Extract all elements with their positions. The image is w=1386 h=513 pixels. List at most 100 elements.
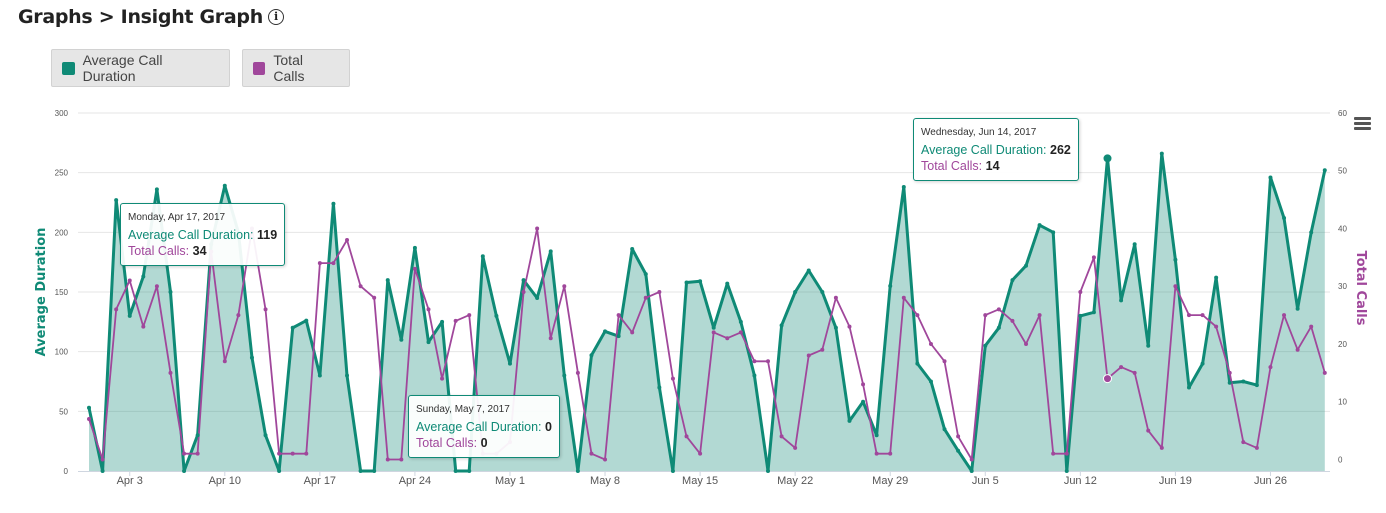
x-tick-label: May 1	[495, 475, 525, 487]
calls-point	[168, 370, 173, 375]
duration-point	[888, 284, 893, 289]
calls-point	[766, 359, 770, 364]
calls-point	[1214, 324, 1219, 329]
left-tick-label: 150	[55, 288, 69, 297]
calls-point	[345, 238, 350, 243]
legend-average-call-duration[interactable]: Average Call Duration	[51, 49, 230, 87]
duration-point	[942, 427, 947, 432]
calls-point	[1024, 341, 1029, 346]
duration-point	[901, 184, 906, 189]
legend-total-calls[interactable]: Total Calls	[242, 49, 350, 87]
duration-point	[1146, 343, 1151, 348]
calls-point	[521, 290, 526, 294]
calls-point	[1254, 445, 1259, 450]
duration-point	[304, 318, 309, 323]
duration-point	[1322, 168, 1327, 173]
duration-point	[1159, 151, 1164, 156]
duration-point	[168, 290, 173, 294]
legend-swatch-duration	[62, 61, 75, 75]
calls-point	[698, 451, 703, 456]
right-axis-title: Total Calls	[1353, 250, 1368, 325]
tooltip-duration-value: 262	[1050, 143, 1071, 157]
calls-point	[793, 445, 798, 450]
hamburger-menu-icon[interactable]	[1354, 117, 1371, 131]
duration-point	[562, 373, 567, 378]
duration-point	[603, 329, 608, 334]
tooltip-calls-value: 14	[985, 159, 1000, 173]
left-tick-label: 0	[64, 467, 69, 476]
x-tick-label: May 15	[682, 475, 718, 487]
duration-point	[928, 379, 933, 384]
duration-point	[820, 290, 825, 294]
calls-point	[603, 457, 608, 462]
calls-point	[290, 451, 295, 456]
duration-area-fill	[89, 153, 1325, 471]
calls-point	[630, 330, 635, 335]
x-tick-label: May 8	[590, 475, 620, 487]
duration-point	[141, 274, 146, 279]
calls-point	[1091, 255, 1096, 260]
x-tick-label: Jun 19	[1159, 475, 1192, 487]
calls-point	[1227, 370, 1232, 375]
duration-point	[1295, 306, 1300, 311]
duration-point	[589, 353, 594, 358]
calls-point	[996, 307, 1001, 312]
calls-point	[195, 451, 200, 456]
duration-point	[1309, 230, 1314, 235]
calls-point	[331, 261, 336, 266]
duration-point	[453, 469, 458, 473]
calls-point	[1010, 318, 1015, 323]
calls-point	[100, 457, 105, 462]
calls-point	[222, 359, 227, 364]
right-tick-label: 30	[1338, 282, 1347, 291]
tooltip-duration-value: 119	[257, 228, 278, 242]
x-tick-label: Apr 10	[209, 475, 241, 487]
duration-point	[114, 198, 119, 203]
calls-point	[1241, 440, 1246, 445]
left-tick-label: 100	[55, 348, 69, 357]
duration-point	[1268, 175, 1273, 180]
duration-point	[793, 290, 798, 294]
duration-point	[575, 469, 580, 473]
calls-point	[874, 451, 879, 456]
calls-point	[861, 382, 866, 387]
duration-point	[331, 201, 336, 206]
duration-point	[1010, 278, 1015, 283]
duration-point	[249, 355, 254, 360]
duration-point	[480, 254, 485, 259]
duration-point	[643, 272, 648, 277]
duration-point	[548, 249, 553, 254]
page-title-text: Graphs > Insight Graph	[18, 6, 263, 28]
duration-point	[1064, 469, 1069, 473]
duration-point	[1091, 310, 1096, 315]
duration-point	[358, 469, 363, 473]
calls-point	[317, 261, 322, 266]
tooltip-duration-label: Average Call Duration:	[416, 420, 542, 434]
calls-point	[888, 451, 893, 456]
duration-point	[372, 469, 377, 473]
duration-point	[738, 319, 743, 324]
duration-point	[779, 323, 784, 328]
calls-point	[575, 370, 580, 375]
legend-label-duration: Average Call Duration	[82, 52, 163, 84]
calls-point	[1037, 313, 1042, 318]
duration-point	[1078, 313, 1083, 318]
duration-line	[87, 152, 1327, 473]
calls-point	[154, 284, 159, 289]
tooltip-may-7: Sunday, May 7, 2017 Average Call Duratio…	[408, 395, 560, 458]
info-circle-icon[interactable]: i	[267, 9, 284, 25]
duration-point	[1214, 275, 1219, 280]
x-tick-label: Jun 26	[1254, 475, 1287, 487]
duration-point	[956, 448, 961, 453]
left-tick-label: 50	[59, 407, 68, 416]
tooltip-duration-label: Average Call Duration:	[128, 228, 254, 242]
duration-point	[507, 361, 512, 366]
duration-point	[385, 278, 390, 283]
calls-line	[88, 227, 1326, 461]
calls-point	[277, 451, 282, 456]
calls-point	[725, 336, 730, 341]
calls-point	[956, 434, 961, 439]
right-tick-label: 40	[1338, 224, 1347, 233]
duration-point	[182, 469, 187, 473]
calls-point	[141, 324, 146, 329]
